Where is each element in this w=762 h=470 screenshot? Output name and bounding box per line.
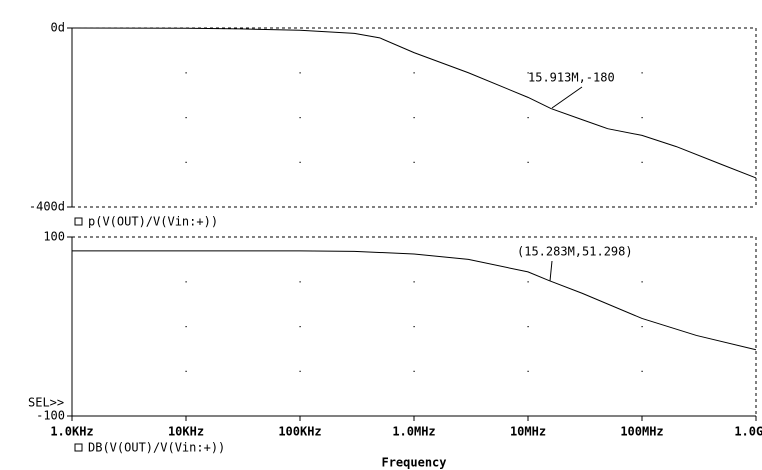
grid-dot <box>185 117 187 119</box>
grid-dot <box>641 161 643 163</box>
grid-dot <box>299 370 301 372</box>
grid-dot <box>413 281 415 283</box>
trace <box>71 27 757 179</box>
grid-dot <box>641 117 643 119</box>
x-axis-label: Frequency <box>381 456 446 470</box>
grid-dot <box>527 281 529 283</box>
x-tick-label: 10MHz <box>510 425 546 439</box>
x-tick-label: 1.0MHz <box>392 425 435 439</box>
legend-marker <box>74 443 83 452</box>
annotation-pointer <box>549 260 553 282</box>
grid-dot <box>185 370 187 372</box>
plot-frame <box>72 236 757 416</box>
legend-label: p(V(OUT)/V(Vin:+)) <box>88 215 218 229</box>
grid-dot <box>185 72 187 74</box>
grid-dot <box>641 281 643 283</box>
y-tick-label: -400d <box>29 200 65 214</box>
y-tick-label: 0d <box>51 21 65 35</box>
plot-frame <box>72 27 757 207</box>
y-tick-label: -100 <box>36 409 65 423</box>
grid-dot <box>527 370 529 372</box>
grid-dot <box>185 326 187 328</box>
x-tick-label: 10KHz <box>168 425 204 439</box>
grid-dot <box>185 281 187 283</box>
annotation-pointer <box>551 86 583 109</box>
trace <box>72 250 757 351</box>
grid-dot <box>299 161 301 163</box>
x-tick-label: 100MHz <box>620 425 663 439</box>
grid-dot <box>527 72 529 74</box>
grid-dot <box>641 72 643 74</box>
annotation: 15.913M,-180 <box>528 71 615 85</box>
legend-label: DB(V(OUT)/V(Vin:+)) <box>88 441 225 455</box>
selection-marker: SEL>> <box>28 396 64 410</box>
grid-dot <box>413 326 415 328</box>
grid-dot <box>413 370 415 372</box>
legend-marker <box>74 217 83 226</box>
grid-dot <box>527 161 529 163</box>
grid-dot <box>299 72 301 74</box>
x-tick-label: 1.0GHz <box>734 425 762 439</box>
grid-dot <box>413 72 415 74</box>
grid-dot <box>641 326 643 328</box>
grid-dot <box>527 117 529 119</box>
grid-dot <box>413 117 415 119</box>
grid-dot <box>185 161 187 163</box>
grid-dot <box>527 326 529 328</box>
grid-dot <box>299 326 301 328</box>
grid-dot <box>299 281 301 283</box>
y-tick-label: 100 <box>43 230 65 244</box>
annotation: (15.283M,51.298) <box>517 245 633 259</box>
x-tick-label: 1.0KHz <box>50 425 93 439</box>
grid-dot <box>299 117 301 119</box>
grid-dot <box>641 370 643 372</box>
x-tick-label: 100KHz <box>278 425 321 439</box>
grid-dot <box>413 161 415 163</box>
